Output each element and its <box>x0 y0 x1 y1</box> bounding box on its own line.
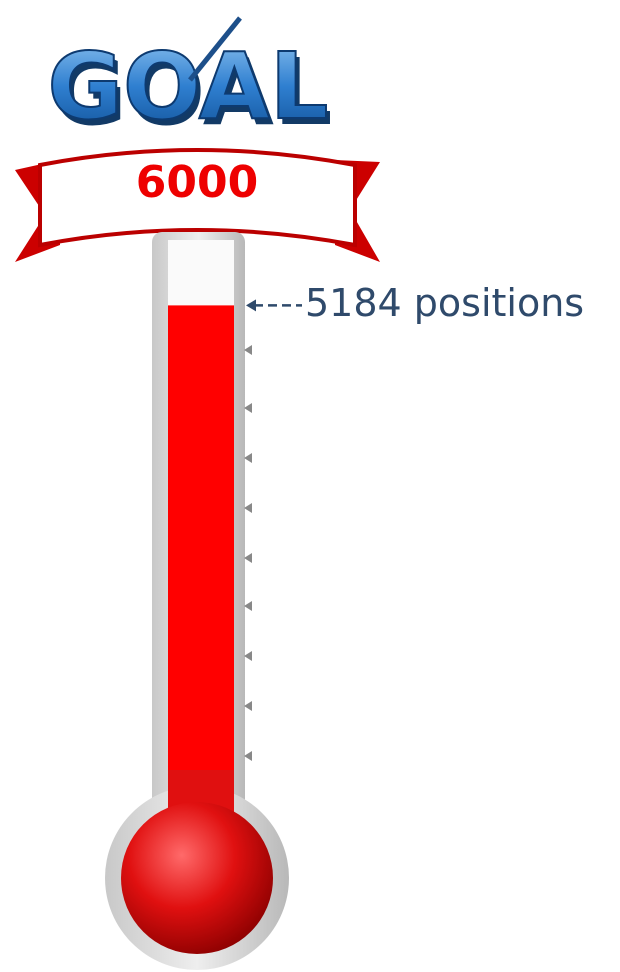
value-label: 5184 positions <box>305 281 584 325</box>
bulb <box>121 802 273 954</box>
page: {"chart_data": {"type": "thermometer", "… <box>0 0 620 972</box>
tube-ticks <box>244 345 252 761</box>
goal-value: 6000 <box>136 157 258 208</box>
goal-logo: GOAL GOAL <box>47 18 332 146</box>
logo-title: GOAL <box>47 33 328 140</box>
value-pointer <box>246 299 302 311</box>
thermometer-chart: GOAL GOAL 6000 5184 positions <box>0 0 620 972</box>
fill-bar <box>168 305 234 778</box>
